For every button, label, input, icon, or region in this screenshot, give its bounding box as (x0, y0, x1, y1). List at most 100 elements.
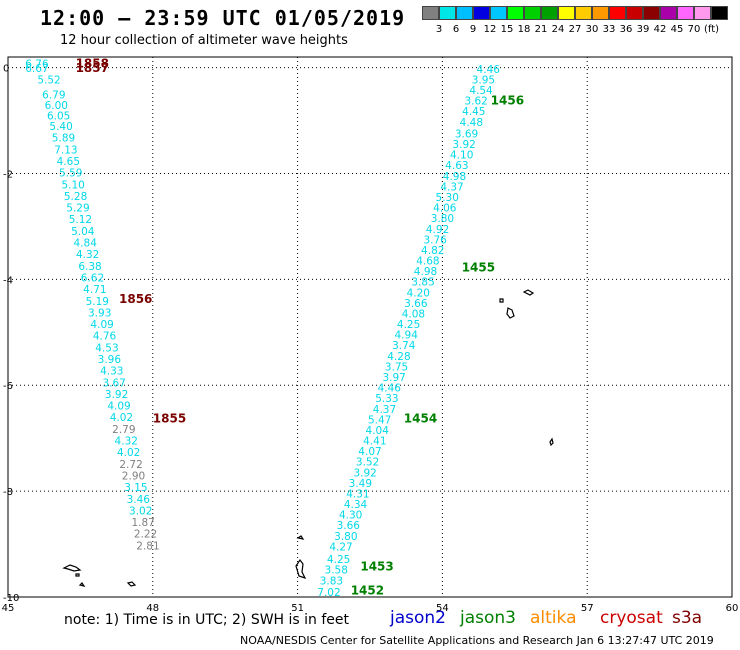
color-scale-swatch (660, 6, 677, 20)
wave-height-label: 3.46 (127, 494, 151, 506)
wave-height-label: 5.30 (436, 192, 459, 204)
wave-height-label: 3.49 (349, 478, 372, 490)
wave-height-label: 5.12 (69, 214, 92, 226)
wave-height-label: 4.76 (93, 331, 117, 343)
wave-height-label: 5.29 (66, 203, 89, 215)
wave-height-label: 3.97 (382, 372, 405, 384)
color-scale-swatch (575, 6, 592, 20)
map-frame (7, 56, 733, 598)
lon-tick-label: 60 (726, 603, 739, 614)
wave-height-label: 6.76 (25, 59, 49, 71)
wave-height-label: 6.79 (42, 89, 65, 101)
map-subtitle: 12 hour collection of altimeter wave hei… (60, 33, 348, 48)
wave-height-label: 4.27 (329, 541, 352, 553)
wave-height-label: 3.92 (105, 389, 128, 401)
coastline (62, 564, 82, 572)
wave-height-label: 4.46 (477, 64, 501, 76)
wave-height-label: 5.28 (64, 191, 87, 203)
color-scale-swatch (558, 6, 575, 20)
pass-time-label: 1858 (76, 57, 109, 71)
wave-height-label: 3.85 (411, 277, 434, 289)
lon-tick-label: 54 (436, 603, 449, 614)
wave-height-label: 4.94 (395, 330, 419, 342)
pass-time-label: 1856 (119, 292, 152, 306)
wave-height-label: 6.62 (81, 272, 104, 284)
wave-height-label: 4.02 (110, 412, 133, 424)
wave-height-label: 4.28 (387, 351, 410, 363)
wave-height-label: 2.72 (119, 459, 142, 471)
wave-height-label: 4.68 (416, 256, 439, 268)
color-scale-tick: 36 (619, 24, 633, 35)
color-scale-swatch (507, 6, 524, 20)
wave-height-label: 4.09 (90, 319, 113, 331)
color-scale-tick: 39 (636, 24, 650, 35)
wave-height-label: 4.32 (115, 436, 138, 448)
wave-height-label: 3.02 (129, 505, 152, 517)
color-scale-tick: 9 (469, 24, 477, 35)
wave-height-label: 3.80 (431, 213, 454, 225)
wave-height-label: 4.25 (327, 554, 350, 566)
color-scale-tick: 15 (500, 24, 514, 35)
wave-height-label: 2.22 (134, 529, 157, 541)
legend-jason3: jason3 (460, 608, 516, 628)
color-scale-swatch (643, 6, 660, 20)
wave-height-label: 3.93 (88, 307, 111, 319)
wave-height-label: 4.09 (107, 401, 130, 413)
wave-height-label: 3.66 (337, 520, 361, 532)
wave-height-label: 4.65 (57, 156, 80, 168)
pass-time-label: 1453 (360, 560, 393, 574)
wave-height-label: 4.84 (74, 238, 98, 250)
wave-height-label: 5.59 (59, 168, 82, 180)
color-scale-tick: 30 (585, 24, 599, 35)
color-scale-tick: 42 (653, 24, 667, 35)
lat-tick-label: -10 (3, 593, 19, 604)
lat-tick-label: -8 (3, 487, 13, 498)
wave-height-label: 3.74 (392, 340, 416, 352)
color-scale-swatch (626, 6, 643, 20)
lon-tick-label: 51 (291, 603, 304, 614)
wave-height-label: 5.47 (368, 414, 391, 426)
color-scale-tick: 18 (517, 24, 531, 35)
wave-height-label: 3.92 (353, 467, 376, 479)
legend-jason2: jason2 (390, 608, 446, 628)
coastline (295, 558, 307, 580)
color-scale-swatch (456, 6, 473, 20)
wave-height-label: 4.98 (443, 171, 466, 183)
pass-time-label: 1452 (351, 583, 384, 597)
color-scale-tick: 27 (568, 24, 582, 35)
wave-height-label: 5.89 (52, 133, 75, 145)
wave-height-label: 4.31 (346, 488, 369, 500)
wave-height-label: 2.90 (122, 470, 145, 482)
wave-height-label: 5.10 (61, 179, 84, 191)
legend-s3a: s3a (672, 608, 703, 628)
coastline (296, 535, 305, 540)
map-title: 12:00 – 23:59 UTC 01/05/2019 (40, 6, 406, 30)
color-scale-tick: 45 (670, 24, 684, 35)
color-scale-tick: 3 (435, 24, 443, 35)
wave-height-label: 3.83 (320, 575, 343, 587)
wave-height-label: 6.05 (47, 110, 70, 122)
wave-height-label: 4.25 (397, 319, 420, 331)
color-scale-unit: (ft) (704, 24, 720, 35)
wave-height-label: 3.92 (452, 139, 475, 151)
wave-height-label: 4.37 (440, 181, 463, 193)
wave-height-label: 7.02 (317, 587, 340, 599)
wave-height-label: 4.07 (358, 446, 381, 458)
color-scale-swatch (439, 6, 456, 20)
lat-tick-label: -4 (3, 275, 13, 286)
coastline (506, 307, 515, 319)
footer-credit: NOAA/NESDIS Center for Satellite Applica… (240, 634, 714, 647)
wave-height-label: 3.69 (455, 128, 478, 140)
pass-time-label: 1454 (404, 411, 437, 425)
color-scale-swatch (592, 6, 609, 20)
pass-time-label: 1455 (462, 260, 495, 274)
legend-cryosat: cryosat (600, 608, 663, 628)
coastline (126, 581, 137, 587)
coastline (75, 573, 80, 577)
color-scale-tick: 6 (452, 24, 460, 35)
pass-time-label: 1857 (76, 61, 109, 75)
color-scale-tick: 12 (483, 24, 497, 35)
wave-height-label: 4.32 (76, 249, 99, 261)
wave-height-label: 1.87 (131, 517, 154, 529)
